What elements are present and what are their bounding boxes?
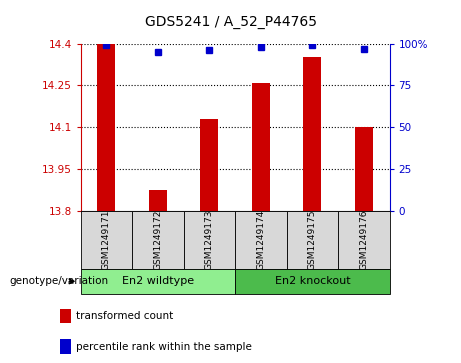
Text: GDS5241 / A_52_P44765: GDS5241 / A_52_P44765 bbox=[144, 15, 317, 29]
Bar bbox=[252, 82, 270, 211]
Text: transformed count: transformed count bbox=[76, 311, 173, 321]
Text: GSM1249174: GSM1249174 bbox=[256, 209, 266, 270]
Text: GSM1249175: GSM1249175 bbox=[308, 209, 317, 270]
Bar bbox=[303, 57, 321, 211]
Bar bbox=[149, 190, 167, 211]
Bar bbox=[287, 211, 338, 269]
Bar bbox=[97, 44, 115, 211]
Text: GSM1249172: GSM1249172 bbox=[154, 209, 162, 270]
Text: En2 wildtype: En2 wildtype bbox=[122, 276, 194, 286]
Bar bbox=[338, 211, 390, 269]
Text: percentile rank within the sample: percentile rank within the sample bbox=[76, 342, 252, 352]
Bar bbox=[201, 119, 219, 211]
Text: GSM1249176: GSM1249176 bbox=[359, 209, 368, 270]
Bar bbox=[132, 211, 183, 269]
Bar bbox=[235, 269, 390, 294]
Text: GSM1249171: GSM1249171 bbox=[102, 209, 111, 270]
Bar bbox=[81, 269, 235, 294]
Bar bbox=[81, 211, 132, 269]
Text: genotype/variation: genotype/variation bbox=[9, 276, 108, 286]
Text: En2 knockout: En2 knockout bbox=[274, 276, 350, 286]
Bar bbox=[183, 211, 235, 269]
Text: GSM1249173: GSM1249173 bbox=[205, 209, 214, 270]
Bar bbox=[355, 127, 373, 211]
Bar bbox=[235, 211, 287, 269]
